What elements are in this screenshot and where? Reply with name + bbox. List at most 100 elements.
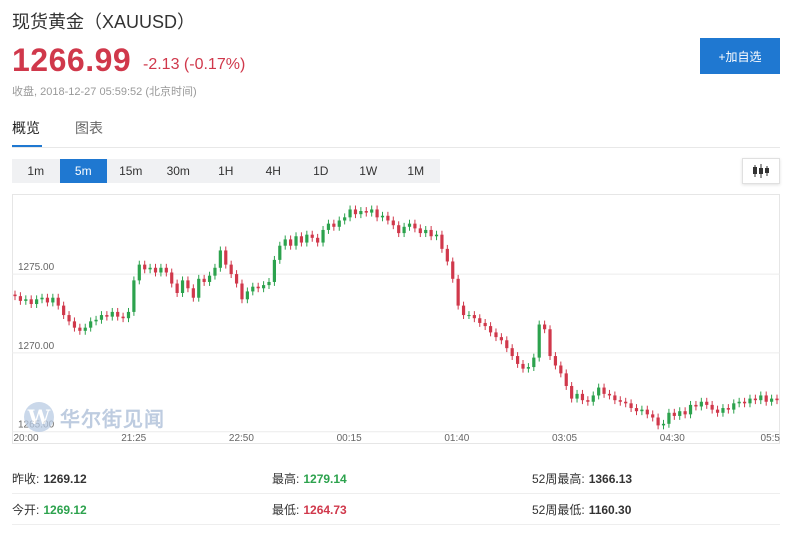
candle xyxy=(89,317,93,332)
period-1m[interactable]: 1m xyxy=(12,159,60,183)
chart-type-button[interactable] xyxy=(742,158,780,184)
candle xyxy=(586,396,590,406)
stat-value: 1269.12 xyxy=(43,503,87,517)
candle xyxy=(343,213,347,225)
tab-overview[interactable]: 概览 xyxy=(12,120,40,136)
tab-divider xyxy=(12,147,780,148)
candle xyxy=(240,279,244,304)
candle xyxy=(326,219,331,234)
candle xyxy=(742,397,747,408)
candle xyxy=(467,311,471,319)
stats-row-1: 昨收: 1269.12 最高: 1279.14 52周最高: 1366.13 xyxy=(12,464,780,494)
candle xyxy=(672,408,676,420)
candle xyxy=(272,255,277,286)
candle xyxy=(591,391,595,406)
watermark-logo-icon: W xyxy=(24,402,54,432)
candle xyxy=(191,284,195,302)
candle xyxy=(429,226,433,241)
candle xyxy=(51,293,55,307)
candle xyxy=(759,391,763,405)
candle xyxy=(402,222,406,238)
candle xyxy=(440,230,444,253)
tab-active-indicator xyxy=(12,145,42,147)
period-1mo[interactable]: 1M xyxy=(392,159,440,183)
candle xyxy=(661,419,666,430)
candle xyxy=(386,211,390,225)
candle xyxy=(543,320,547,334)
candle xyxy=(769,394,774,406)
candle xyxy=(218,246,222,272)
stat-label: 52周最高: xyxy=(532,472,585,486)
price-chart[interactable]: 1275.001270.001265.0020:0021:2522:5000:1… xyxy=(12,194,780,444)
stat-value: 1264.73 xyxy=(303,503,347,517)
candle xyxy=(94,315,98,326)
stat-label: 昨收: xyxy=(12,472,40,486)
candle xyxy=(278,241,282,264)
candle xyxy=(726,404,730,414)
x-tick-label: 05:5 xyxy=(761,433,780,444)
stats-row-2: 今开: 1269.12 最低: 1264.73 52周最低: 1160.30 xyxy=(12,495,780,525)
candle xyxy=(699,397,703,411)
candle xyxy=(229,260,233,279)
period-4h[interactable]: 4H xyxy=(249,159,297,183)
stat-value: 1279.14 xyxy=(303,472,347,486)
candle xyxy=(45,293,50,307)
stat-52w-high: 52周最高: 1366.13 xyxy=(532,470,632,487)
candle xyxy=(651,410,655,422)
candle xyxy=(180,276,185,297)
period-15m[interactable]: 15m xyxy=(107,159,155,183)
candle xyxy=(159,263,163,277)
period-selector: 1m 5m 15m 30m 1H 4H 1D 1W 1M xyxy=(12,159,440,183)
candle xyxy=(99,311,104,324)
candle xyxy=(488,322,493,337)
stat-label: 最低: xyxy=(272,503,300,517)
candle xyxy=(688,400,693,419)
candle xyxy=(564,369,568,390)
period-1h[interactable]: 1H xyxy=(202,159,250,183)
candle xyxy=(753,394,757,405)
stat-52w-low: 52周最低: 1160.30 xyxy=(532,501,631,518)
candle xyxy=(305,230,309,247)
candle xyxy=(710,400,714,414)
watermark: W 华尔街见闻 xyxy=(24,402,165,432)
candlestick-icon xyxy=(753,164,769,178)
candle xyxy=(132,276,136,316)
candle xyxy=(170,268,174,288)
candle xyxy=(153,263,158,277)
candle xyxy=(580,389,585,405)
candle xyxy=(570,382,574,403)
tab-chart[interactable]: 图表 xyxy=(75,120,103,136)
period-1w[interactable]: 1W xyxy=(344,159,392,183)
chart-frame xyxy=(12,194,780,444)
candle xyxy=(316,233,320,247)
candle xyxy=(683,407,687,419)
candle xyxy=(656,413,660,430)
candle xyxy=(424,226,428,238)
period-30m[interactable]: 30m xyxy=(154,159,202,183)
candle xyxy=(575,389,579,403)
candle xyxy=(645,405,649,419)
candle xyxy=(456,274,460,310)
candle xyxy=(483,319,487,331)
candle xyxy=(526,363,531,373)
candle xyxy=(640,405,644,416)
period-5m[interactable]: 5m xyxy=(59,159,107,183)
stat-open: 今开: 1269.12 xyxy=(12,501,87,518)
period-1d[interactable]: 1D xyxy=(297,159,345,183)
candle xyxy=(748,394,752,408)
candle xyxy=(407,219,412,231)
candle xyxy=(13,290,17,301)
candle xyxy=(353,205,358,219)
candle xyxy=(521,359,525,373)
add-watchlist-button[interactable]: +加自选 xyxy=(700,38,780,74)
candle xyxy=(624,397,628,408)
x-tick-label: 03:05 xyxy=(552,433,577,444)
candle xyxy=(618,396,622,406)
x-tick-label: 04:30 xyxy=(660,433,685,444)
candle xyxy=(764,391,768,406)
candle xyxy=(775,394,779,405)
candle xyxy=(148,263,152,274)
close-label: 收盘, xyxy=(12,86,38,98)
candle xyxy=(737,397,741,408)
candle xyxy=(721,404,725,417)
